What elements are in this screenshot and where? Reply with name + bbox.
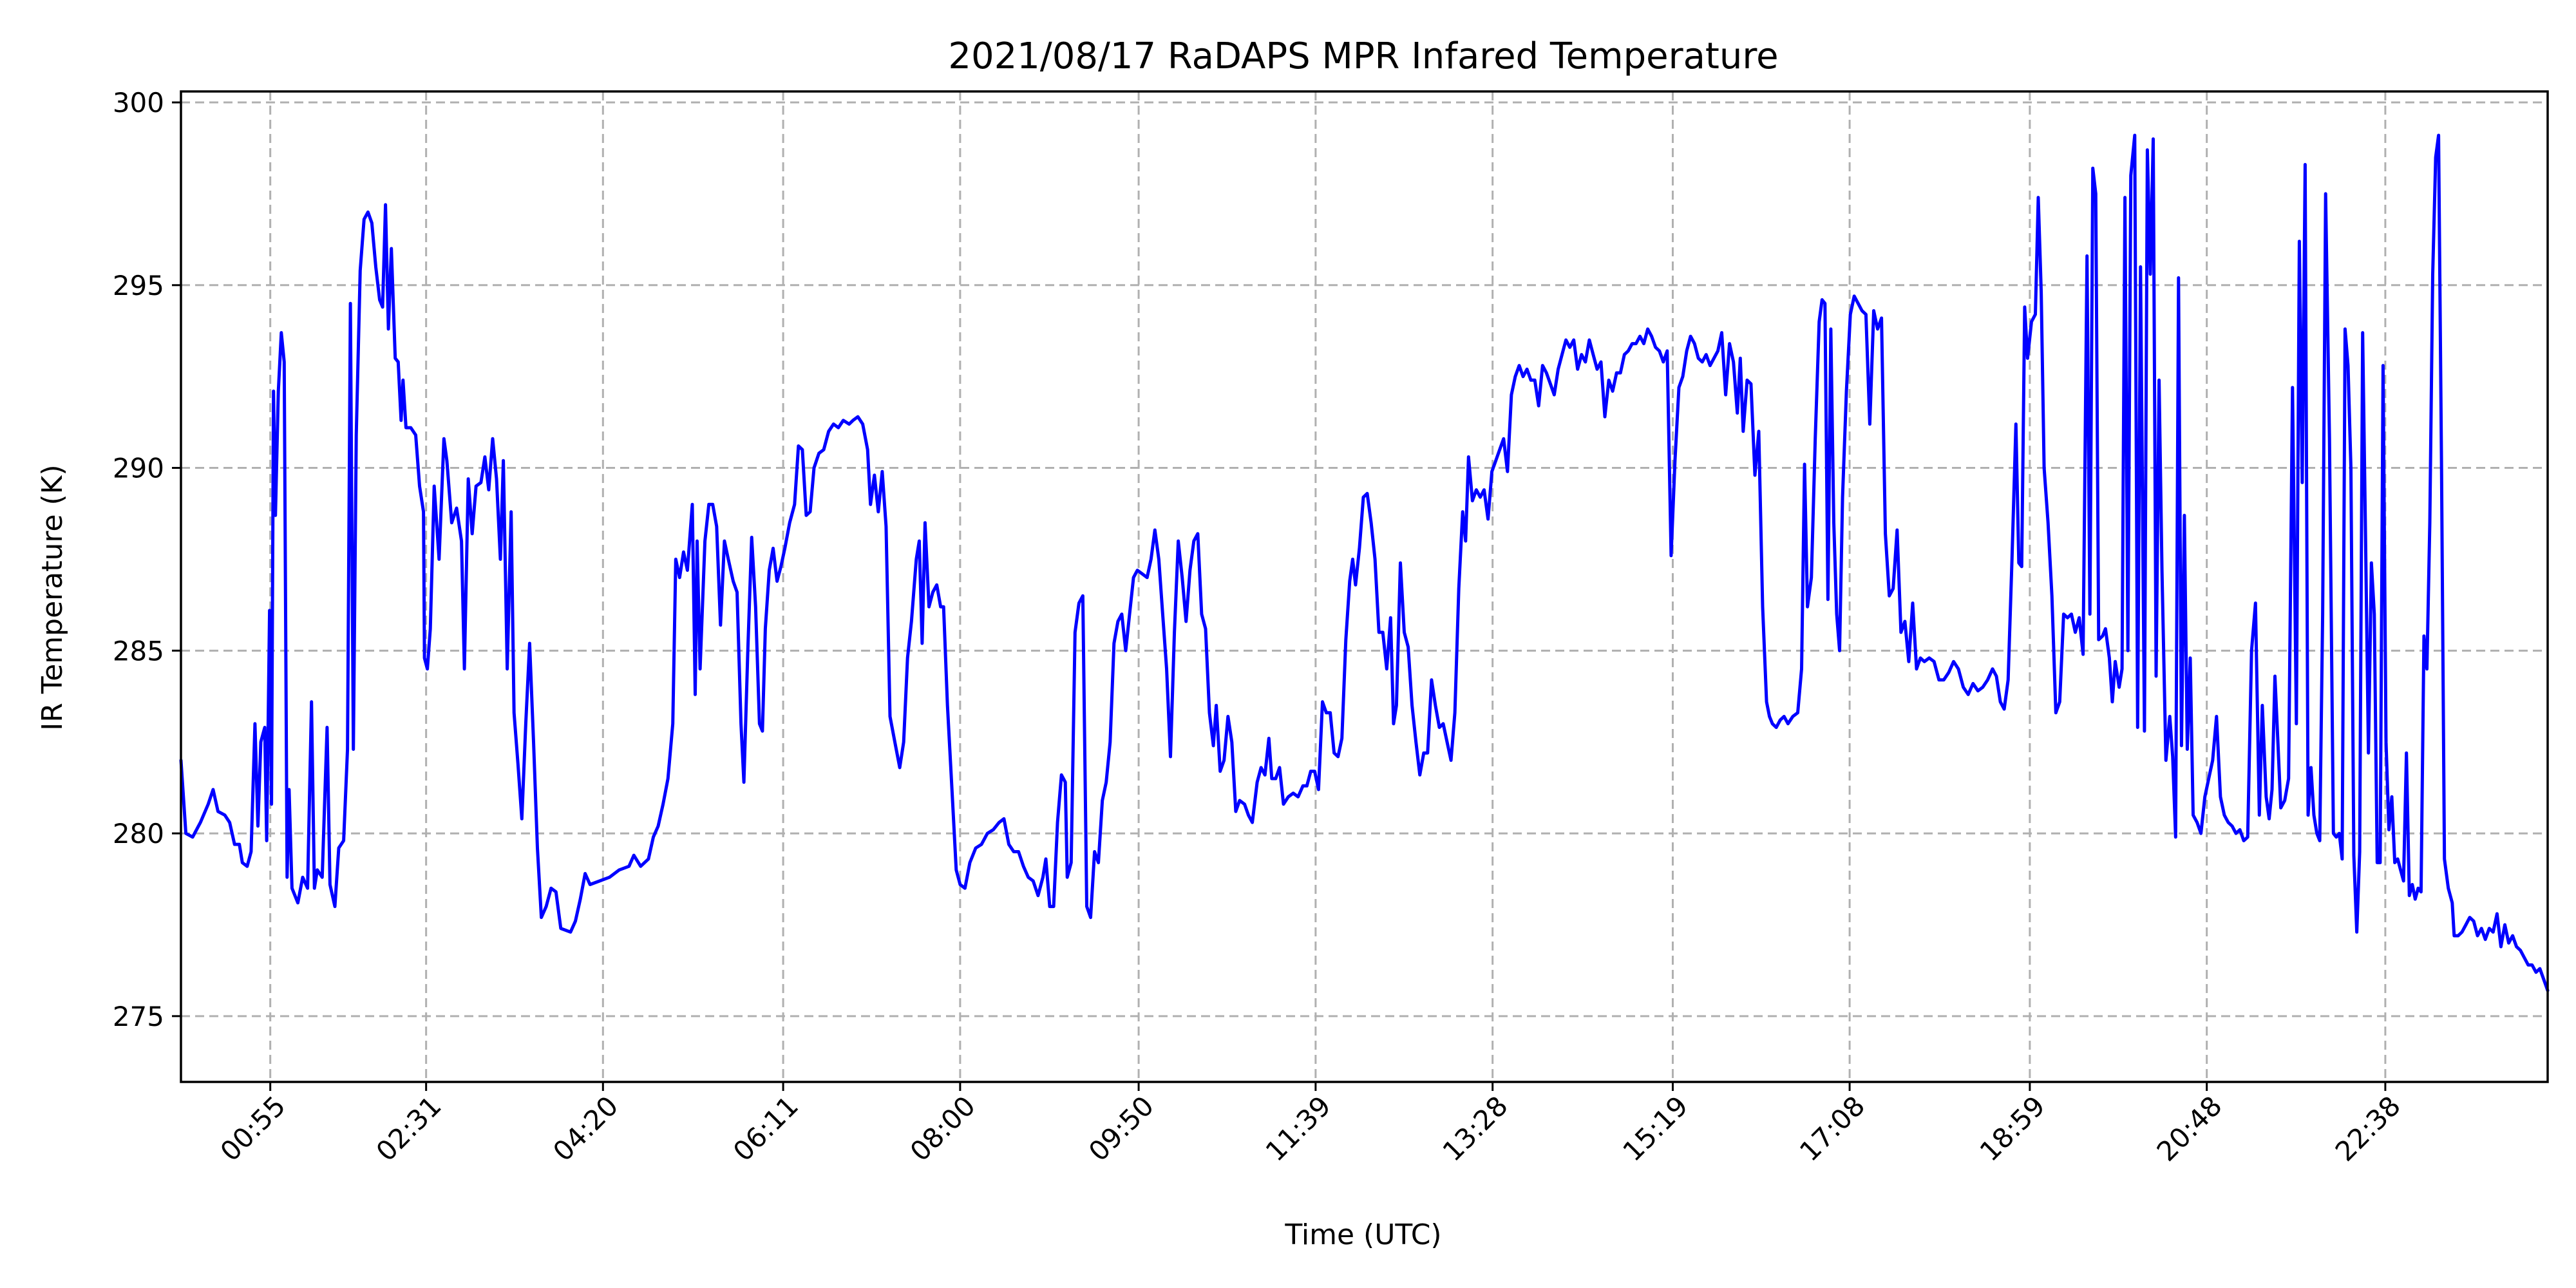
y-tick-label: 300 [113, 87, 164, 118]
y-tick-label: 285 [113, 635, 164, 667]
y-tick-label: 280 [113, 818, 164, 849]
y-tick-label: 295 [113, 270, 164, 301]
y-axis-title: IR Temperature (K) [36, 464, 69, 730]
chart-title: 2021/08/17 RaDAPS MPR Infared Temperatur… [948, 35, 1778, 77]
y-axis-ticks: 275 280 285 290 295 300 [113, 87, 181, 1032]
y-tick-label: 290 [113, 453, 164, 484]
ir-temperature-line [179, 133, 2550, 992]
grid [181, 91, 2548, 1082]
plot-frame [180, 90, 2549, 1083]
x-axis-title: Time (UTC) [1284, 1218, 1441, 1251]
y-tick-label: 275 [113, 1001, 164, 1032]
